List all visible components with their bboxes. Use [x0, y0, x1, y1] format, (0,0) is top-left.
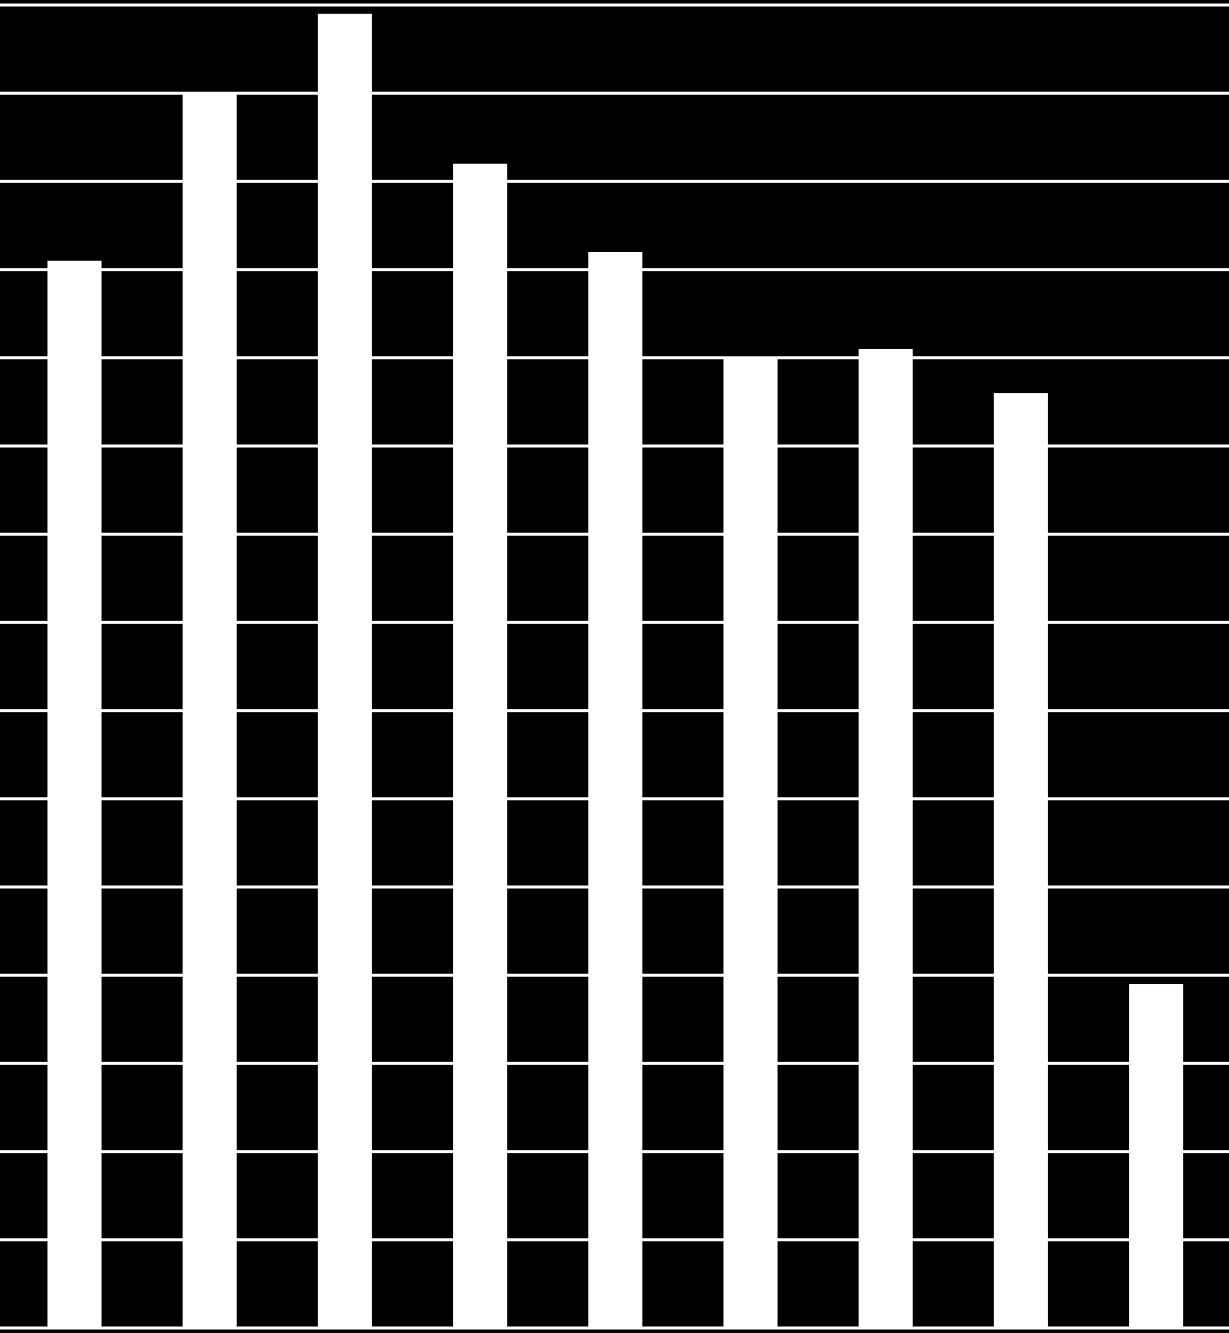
- bar: [1129, 984, 1184, 1328]
- bar: [588, 251, 643, 1329]
- bar: [723, 357, 778, 1328]
- bar: [993, 393, 1048, 1329]
- bar: [453, 163, 508, 1328]
- bar: [317, 13, 372, 1329]
- bar: [858, 348, 913, 1329]
- bar: [47, 260, 102, 1328]
